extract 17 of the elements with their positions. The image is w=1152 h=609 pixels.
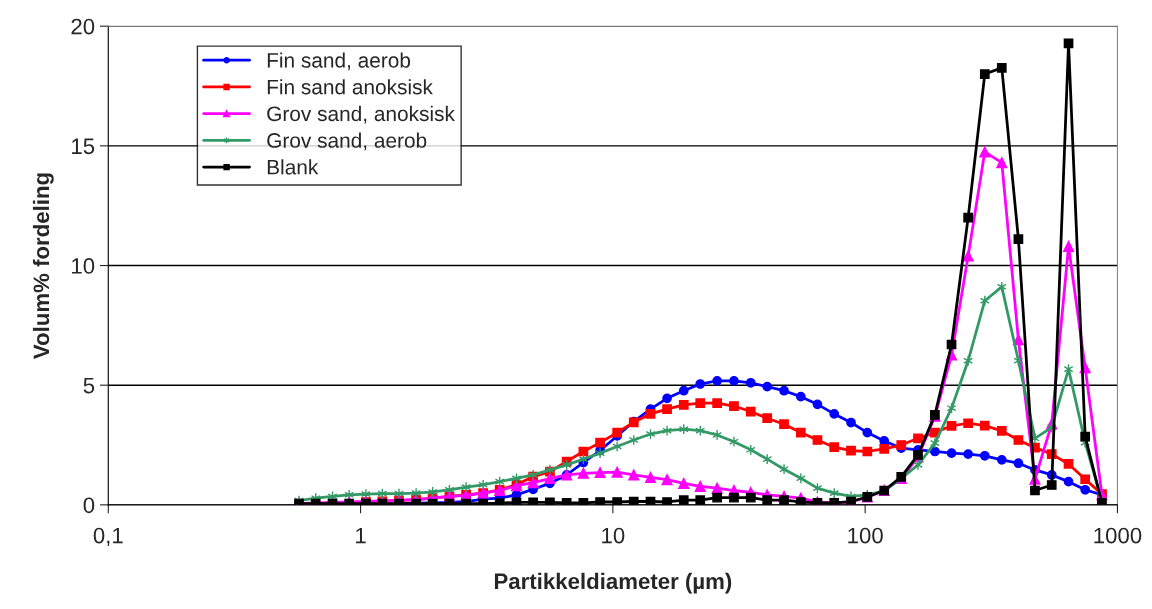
legend-label: Fin sand, aerob: [267, 52, 411, 71]
y-axis-title: Volum% fordeling: [32, 173, 54, 359]
y-tick-label: 10: [72, 258, 95, 274]
y-tick-label: 15: [72, 138, 95, 155]
x-tick-label: 1: [356, 527, 366, 544]
legend-label: Grov sand, anoksisk: [267, 105, 455, 124]
legend-label: Blank: [267, 159, 319, 175]
x-tick-label: 100: [848, 527, 883, 544]
x-tick-label: 10: [602, 527, 625, 544]
x-axis-title: Partikkeldiameter (µm): [494, 572, 732, 594]
y-tick-label: 0: [83, 497, 95, 514]
y-tick-label: 5: [83, 377, 95, 394]
legend-label: Grov sand, aerob: [267, 132, 427, 151]
x-tick-label: 1000: [1094, 527, 1142, 544]
legend-label: Fin sand anoksisk: [267, 79, 433, 95]
y-tick-label: 20: [71, 18, 95, 35]
x-tick-label: 0,1: [93, 527, 123, 547]
